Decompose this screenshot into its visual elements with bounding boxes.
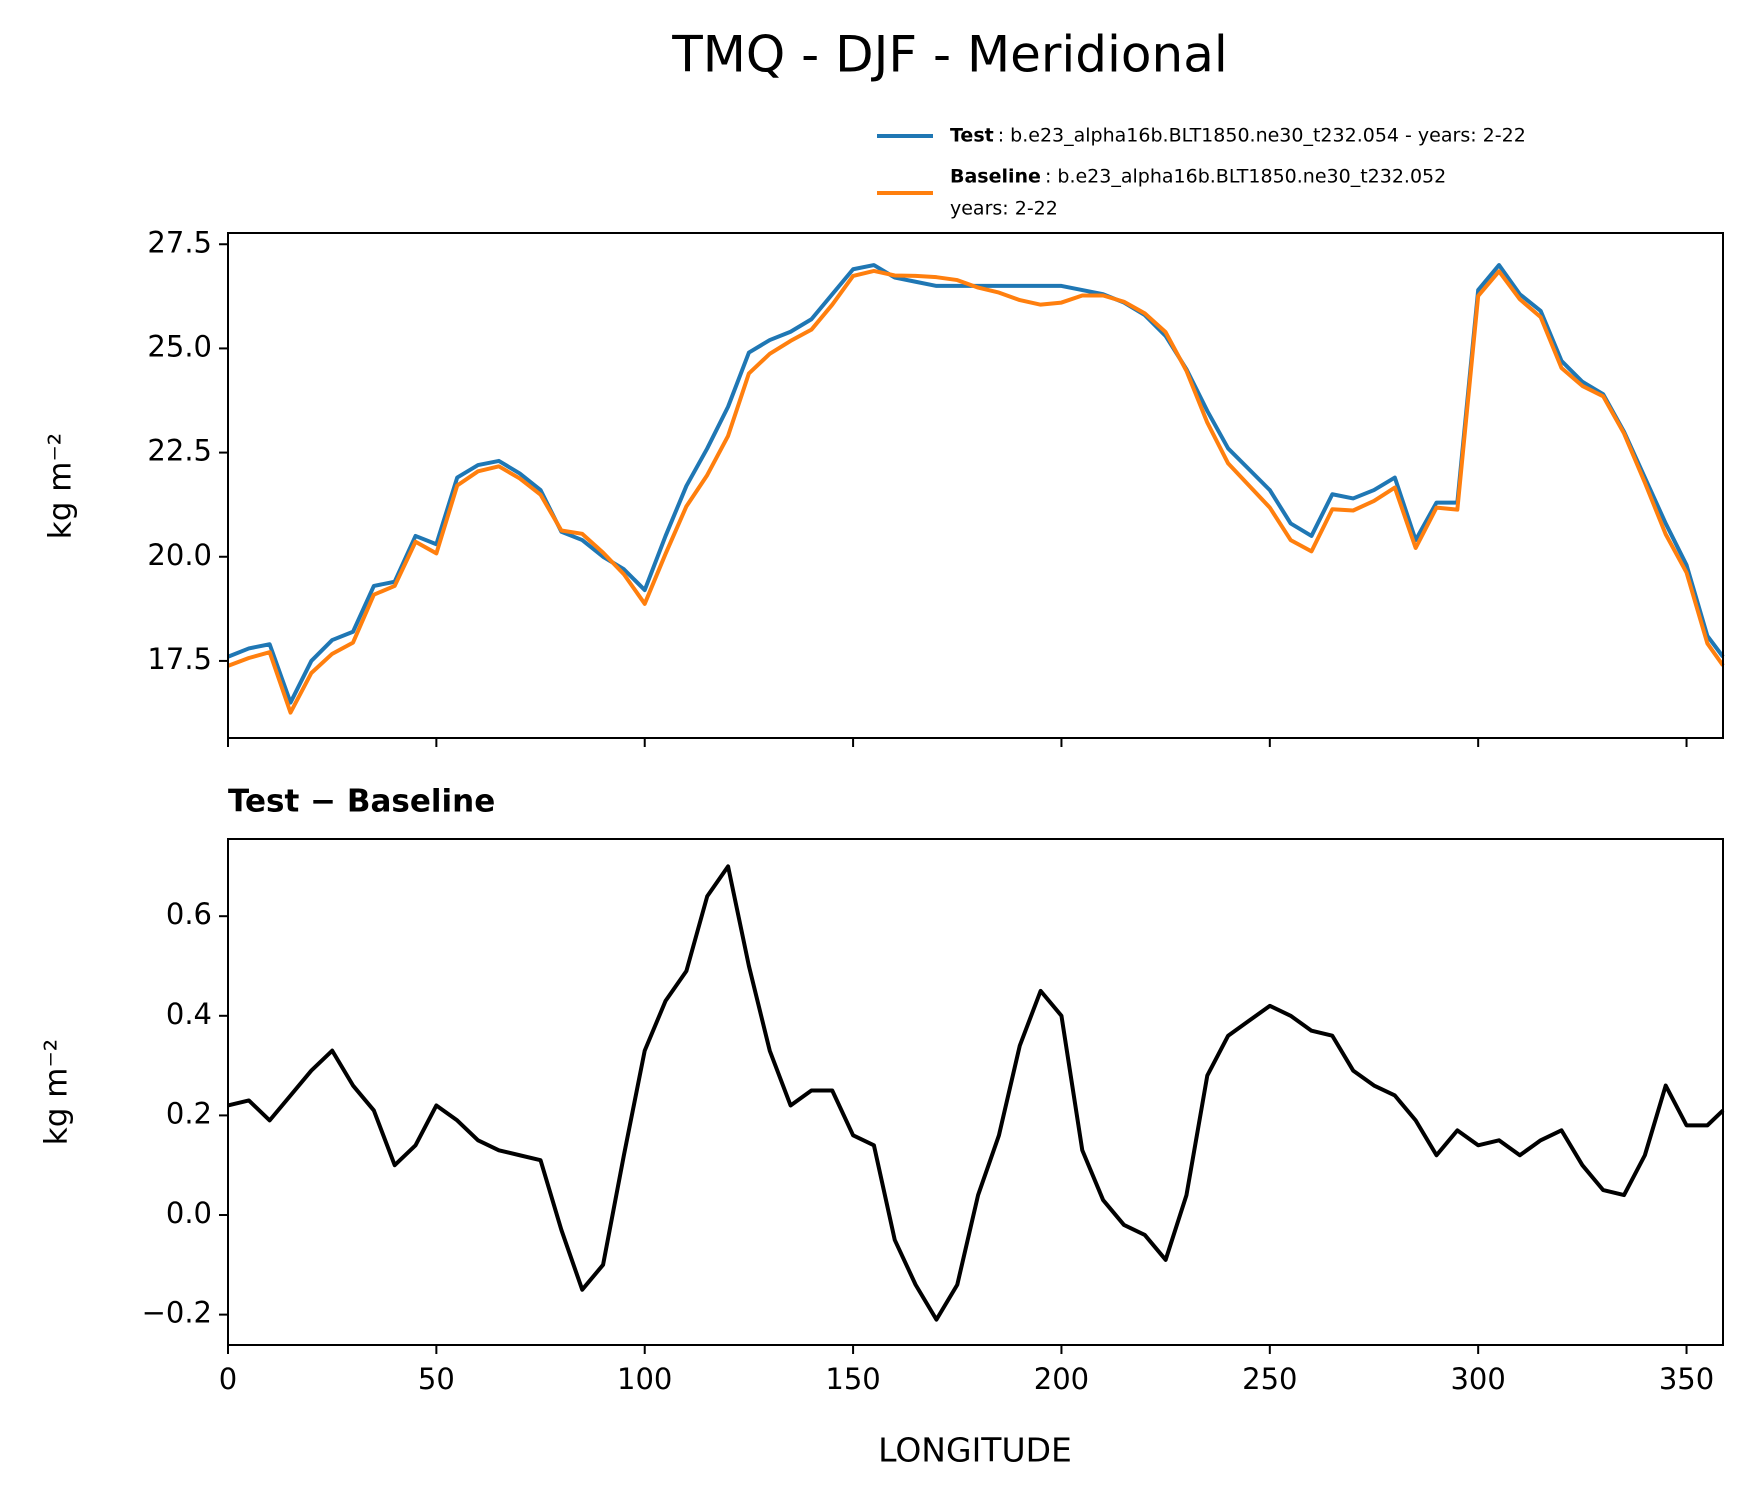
y-tick-label: 27.5 <box>147 225 212 259</box>
data-line <box>227 864 1725 1322</box>
x-tick-label: 200 <box>1034 1362 1089 1396</box>
figure-title: TMQ - DJF - Meridional <box>671 26 1228 84</box>
y-tick-label: 0.4 <box>166 997 212 1031</box>
y-axis-label: kg m⁻² <box>43 433 79 539</box>
x-axis-label: LONGITUDE <box>878 1431 1072 1470</box>
y-tick-label: 25.0 <box>147 329 212 363</box>
legend-name: Baseline <box>950 166 1041 188</box>
x-tick-label: 100 <box>617 1362 672 1396</box>
legend-label: years: 2-22 <box>950 198 1058 220</box>
y-tick-label: 0.2 <box>166 1096 212 1130</box>
x-tick-label: 150 <box>825 1362 880 1396</box>
y-axis-label: kg m⁻² <box>39 1039 75 1145</box>
legend-name: Test <box>950 125 994 147</box>
x-tick-label: 250 <box>1242 1362 1297 1396</box>
x-tick-label: 0 <box>219 1362 237 1396</box>
y-tick-label: −0.2 <box>142 1296 212 1330</box>
subplot-title: Test − Baseline <box>228 784 495 820</box>
y-tick-label: 0.6 <box>166 897 212 931</box>
y-tick-label: 17.5 <box>147 642 212 676</box>
y-tick-label: 0.0 <box>166 1196 212 1230</box>
axes-frame <box>227 232 1724 739</box>
x-tick-label: 50 <box>418 1362 455 1396</box>
y-tick-label: 22.5 <box>147 434 212 468</box>
legend-label: : b.e23_alpha16b.BLT1850.ne30_t232.052 <box>1045 166 1446 188</box>
x-tick-label: 350 <box>1659 1362 1714 1396</box>
x-tick-label: 300 <box>1450 1362 1505 1396</box>
legend-label: : b.e23_alpha16b.BLT1850.ne30_t232.054 -… <box>998 125 1526 147</box>
axes-frame <box>227 838 1724 1346</box>
data-line <box>227 268 1725 715</box>
y-tick-label: 20.0 <box>147 538 212 572</box>
